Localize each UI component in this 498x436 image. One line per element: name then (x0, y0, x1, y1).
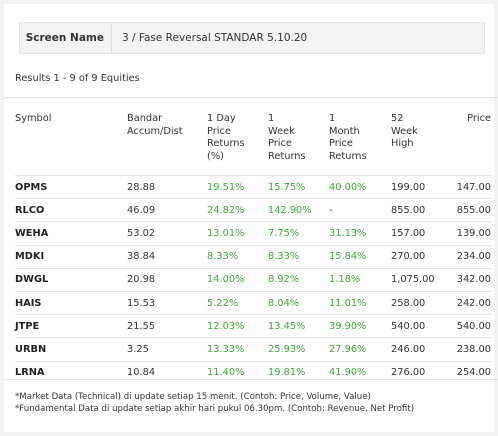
column-header-price[interactable]: Price (467, 113, 491, 124)
price-cell: 254.00 (443, 360, 491, 384)
column-header-symbol[interactable]: Symbol (15, 113, 52, 124)
1-day-price-returns-cell: 13.33% (207, 337, 268, 361)
bandar-accum-dist-cell: 20.98 (127, 267, 207, 292)
1-week-price-returns-cell: 25.93% (268, 337, 329, 361)
column-header-bandar-accum-dist[interactable]: Bandar Accum/Dist (127, 113, 183, 137)
1-day-price-returns-cell: 19.51% (207, 174, 268, 199)
symbol-cell[interactable]: WEHA (15, 221, 127, 246)
1-day-price-returns-cell: 24.82% (207, 198, 268, 222)
symbol-cell[interactable]: RLCO (15, 198, 127, 222)
column-header-1-day-price-returns[interactable]: 1 Day Price Returns (%) (207, 113, 245, 162)
1-week-price-returns-cell: 15.75% (268, 174, 329, 199)
52-week-high-cell: 855.00 (391, 198, 443, 222)
column-header-52-week-high[interactable]: 52 Week High (391, 113, 418, 149)
table-row[interactable]: RLCO 46.09 24.82% 142.90% -855.00 855.00 (15, 198, 491, 222)
1-month-price-returns-cell: 15.84% (329, 244, 391, 269)
1-week-price-returns-cell: 8.04% (268, 290, 329, 315)
bandar-accum-dist-cell: 21.55 (127, 314, 207, 338)
1-day-price-returns-cell: 14.00% (207, 267, 268, 292)
symbol-cell[interactable]: OPMS (15, 174, 127, 199)
screen-name-label: Screen Name (20, 23, 112, 53)
symbol-cell[interactable]: MDKI (15, 244, 127, 269)
1-week-price-returns-cell: 142.90% (268, 198, 329, 222)
bandar-accum-dist-cell: 28.88 (127, 174, 207, 199)
1-month-price-returns-cell: - (329, 198, 391, 222)
screen-name-value[interactable]: 3 / Fase Reversal STANDAR 5.10.20 (122, 32, 308, 44)
bandar-accum-dist-cell: 38.84 (127, 244, 207, 269)
price-cell: 540.00 (443, 314, 491, 338)
results-table: Symbol Bandar Accum/Dist 1 Day Price Retur… (15, 110, 491, 384)
table-row[interactable]: DWGL 20.98 14.00% 8.92% 1.18% 1,075.00 342.00 (15, 267, 491, 292)
symbol-cell[interactable]: HAIS (15, 290, 127, 315)
1-month-price-returns-cell: 1.18% (329, 267, 391, 292)
table-row[interactable]: JTPE 21.55 12.03% 13.45% 39.90% 540.00 540.00 (15, 314, 491, 338)
1-month-price-returns-cell: 40.00% (329, 174, 391, 199)
price-cell: 238.00 (443, 337, 491, 361)
bandar-accum-dist-cell: 15.53 (127, 290, 207, 315)
table-row[interactable]: LRNA 10.84 11.40% 19.81% 41.90% 276.00 254.00 (15, 360, 491, 384)
footnotes: *Market Data (Technical) di update setia… (15, 392, 414, 415)
table-header-row: Symbol Bandar Accum/Dist 1 Day Price Retur… (15, 110, 491, 176)
1-month-price-returns-cell: 39.90% (329, 314, 391, 338)
results-count: Results 1 - 9 of 9 Equities (15, 73, 140, 84)
price-cell: 234.00 (443, 244, 491, 269)
1-month-price-returns-cell: 41.90% (329, 360, 391, 384)
1-day-price-returns-cell: 12.03% (207, 314, 268, 338)
1-week-price-returns-cell: 19.81% (268, 360, 329, 384)
symbol-cell[interactable]: URBN (15, 337, 127, 361)
table-row[interactable]: HAIS 15.53 5.22% 8.04% 11.01% 258.00 242.00 (15, 290, 491, 315)
bandar-accum-dist-cell: 3.25 (127, 337, 207, 361)
price-cell: 139.00 (443, 221, 491, 246)
1-month-price-returns-cell: 11.01% (329, 290, 391, 315)
column-header-1-week-price-returns[interactable]: 1 Week Price Returns (268, 113, 306, 162)
column-header-1-month-price-returns[interactable]: 1 Month Price Returns (329, 113, 367, 162)
price-cell: 855.00 (443, 198, 491, 222)
bandar-accum-dist-cell: 53.02 (127, 221, 207, 246)
52-week-high-cell: 1,075.00 (391, 267, 443, 292)
divider (4, 97, 498, 98)
table-row[interactable]: OPMS 28.88 19.51% 15.75% 40.00% 199.00 147.00 (15, 174, 491, 199)
footnote: *Fundamental Data di update setiap akhir… (15, 403, 415, 414)
bandar-accum-dist-cell: 46.09 (127, 198, 207, 222)
screen-name-bar: Screen Name 3 / Fase Reversal STANDAR 5.… (19, 22, 485, 54)
52-week-high-cell: 258.00 (391, 290, 443, 315)
table-row[interactable]: URBN 3.25 13.33% 25.93% 27.96% 246.00 238.00 (15, 337, 491, 361)
1-month-price-returns-cell: 31.13% (329, 221, 391, 246)
1-week-price-returns-cell: 8.92% (268, 267, 329, 292)
1-month-price-returns-cell: 27.96% (329, 337, 391, 361)
symbol-cell[interactable]: DWGL (15, 267, 127, 292)
1-week-price-returns-cell: 7.75% (268, 221, 329, 246)
52-week-high-cell: 246.00 (391, 337, 443, 361)
52-week-high-cell: 276.00 (391, 360, 443, 384)
1-day-price-returns-cell: 11.40% (207, 360, 268, 384)
table-row[interactable]: WEHA 53.02 13.01% 7.75% 31.13% 157.00 139.00 (15, 221, 491, 246)
1-day-price-returns-cell: 8.33% (207, 244, 268, 269)
table-body: OPMS 28.88 19.51% 15.75% 40.00% 199.00 147.00 R… (15, 174, 491, 384)
1-day-price-returns-cell: 5.22% (207, 290, 268, 315)
footnote: *Market Data (Technical) di update setia… (15, 392, 371, 402)
52-week-high-cell: 540.00 (391, 314, 443, 338)
52-week-high-cell: 270.00 (391, 244, 443, 269)
1-week-price-returns-cell: 8.33% (268, 244, 329, 269)
1-day-price-returns-cell: 13.01% (207, 221, 268, 246)
52-week-high-cell: 199.00 (391, 174, 443, 199)
table-row[interactable]: MDKI 38.84 8.33% 8.33% 15.84% 270.00 234.00 (15, 244, 491, 269)
52-week-high-cell: 157.00 (391, 221, 443, 246)
symbol-cell[interactable]: LRNA (15, 360, 127, 384)
divider (4, 379, 498, 380)
bandar-accum-dist-cell: 10.84 (127, 360, 207, 384)
symbol-cell[interactable]: JTPE (15, 314, 127, 338)
1-week-price-returns-cell: 13.45% (268, 314, 329, 338)
price-cell: 147.00 (443, 174, 491, 199)
price-cell: 242.00 (443, 290, 491, 315)
price-cell: 342.00 (443, 267, 491, 292)
